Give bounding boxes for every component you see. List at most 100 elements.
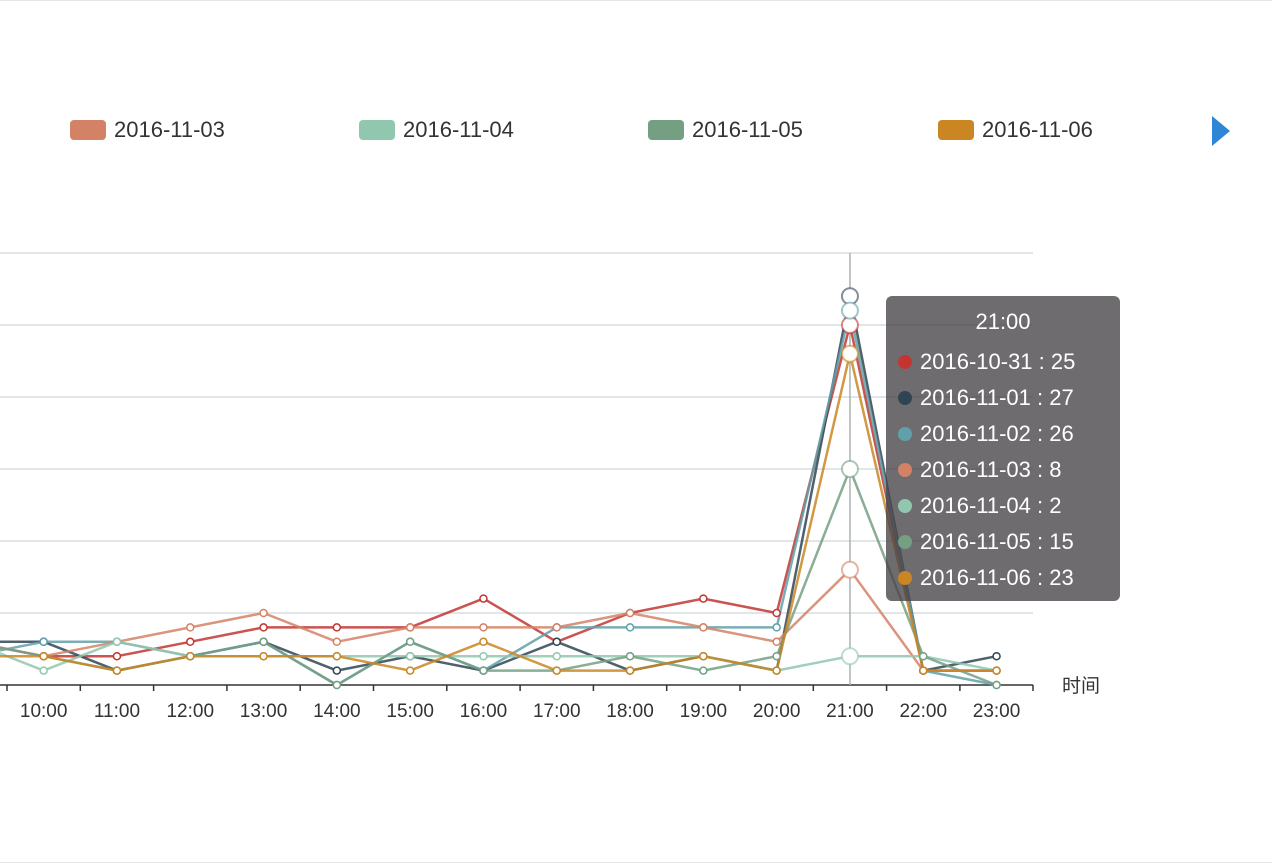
- data-point: [405, 623, 415, 632]
- x-tick-label: 17:00: [533, 701, 581, 722]
- x-tick-label: 22:00: [899, 701, 947, 722]
- series-line-2016-11-06: [0, 352, 997, 672]
- data-point: [840, 301, 859, 320]
- legend-next-page-icon[interactable]: [1212, 116, 1230, 146]
- tooltip-row: 2016-11-06 : 23: [886, 560, 1120, 596]
- tooltip-row-label: 2016-11-03 : 8: [920, 457, 1062, 482]
- x-tick-label: 16:00: [460, 701, 508, 722]
- frame-top-border: [0, 0, 1272, 1]
- data-point: [625, 608, 635, 618]
- series-dot-icon: [898, 355, 912, 369]
- series-dot-icon: [898, 571, 912, 585]
- data-point: [625, 623, 635, 632]
- data-point: [112, 666, 122, 675]
- legend-label: 2016-11-04: [403, 117, 514, 142]
- tooltip-row-label: 2016-11-05 : 15: [920, 529, 1074, 554]
- x-tick-label: 15:00: [386, 701, 434, 722]
- x-tick-label: 20:00: [753, 701, 801, 722]
- data-point: [699, 623, 708, 632]
- x-tick-label: 12:00: [166, 701, 214, 722]
- data-point: [332, 651, 342, 661]
- chart-legend: 2016-11-03 2016-11-04 2016-11-05 2016-11…: [0, 116, 1272, 144]
- data-point: [772, 651, 781, 661]
- tooltip-row: 2016-11-05 : 15: [886, 524, 1120, 560]
- tooltip-row: 2016-11-03 : 8: [886, 452, 1120, 488]
- data-point: [405, 666, 415, 675]
- x-tick-label: 19:00: [680, 701, 728, 722]
- data-point: [992, 666, 1001, 675]
- legend-label: 2016-11-03: [114, 117, 225, 142]
- legend-item-2016-11-03[interactable]: 2016-11-03: [70, 116, 225, 144]
- legend-swatch: [359, 120, 395, 140]
- series-dot-icon: [898, 499, 912, 513]
- legend-item-2016-11-04[interactable]: 2016-11-04: [359, 116, 514, 144]
- x-tick-label: 14:00: [313, 701, 361, 722]
- x-tick-label: 23:00: [973, 701, 1021, 722]
- data-point: [186, 637, 195, 647]
- series-line-2016-10-31: [0, 323, 997, 672]
- data-point: [919, 666, 928, 675]
- data-point: [625, 651, 635, 661]
- data-point: [772, 637, 781, 647]
- x-tick-label: 10:00: [20, 701, 68, 722]
- tooltip-title: 21:00: [975, 309, 1031, 334]
- chart-tooltip: 21:00 2016-10-31 : 25 2016-11-01 : 27 2016…: [886, 296, 1120, 601]
- legend-item-2016-11-05[interactable]: 2016-11-05: [648, 116, 803, 144]
- data-point: [625, 666, 635, 675]
- legend-swatch: [70, 120, 106, 140]
- data-point: [332, 637, 342, 647]
- frame-bottom-border: [0, 862, 1272, 863]
- x-axis-label: 时间: [1062, 675, 1100, 697]
- tooltip-row: 2016-10-31 : 25: [886, 344, 1120, 380]
- data-point: [112, 651, 122, 661]
- data-point: [259, 651, 268, 661]
- data-point: [772, 666, 781, 675]
- data-point: [919, 651, 928, 661]
- legend-label: 2016-11-05: [692, 117, 803, 142]
- data-point: [479, 666, 488, 675]
- tooltip-row-label: 2016-11-02 : 26: [920, 421, 1074, 446]
- tooltip-row-label: 2016-10-31 : 25: [920, 349, 1076, 374]
- tooltip-row-label: 2016-11-04 : 2: [920, 493, 1062, 518]
- data-point: [552, 651, 561, 661]
- data-point: [332, 680, 342, 690]
- data-point: [479, 623, 488, 632]
- data-point: [112, 637, 122, 647]
- data-point: [552, 637, 561, 647]
- data-point: [479, 637, 488, 647]
- series-dot-icon: [898, 427, 912, 441]
- legend-swatch: [648, 120, 684, 140]
- x-tick-label: 18:00: [606, 701, 654, 722]
- data-point: [840, 647, 859, 666]
- data-point: [699, 651, 708, 661]
- data-point: [479, 651, 488, 661]
- data-point: [405, 651, 415, 661]
- tooltip-row: 2016-11-04 : 2: [886, 488, 1120, 524]
- data-point: [552, 666, 561, 675]
- x-tick-label: 11:00: [94, 701, 140, 722]
- tooltip-row-label: 2016-11-06 : 23: [920, 565, 1074, 590]
- tooltip-row: 2016-11-02 : 26: [886, 416, 1120, 452]
- data-point: [332, 666, 342, 675]
- data-point: [186, 623, 195, 632]
- data-point: [259, 608, 268, 618]
- series-dot-icon: [898, 535, 912, 549]
- tooltip-row: 2016-11-01 : 27: [886, 380, 1120, 416]
- data-point: [840, 344, 859, 363]
- data-point: [699, 594, 708, 603]
- tooltip-row-label: 2016-11-01 : 27: [920, 385, 1074, 410]
- data-point: [479, 594, 488, 603]
- data-point: [840, 460, 859, 478]
- legend-swatch: [938, 120, 974, 140]
- data-point: [772, 608, 781, 618]
- data-point: [39, 651, 48, 661]
- data-point: [772, 623, 781, 632]
- data-point: [259, 623, 268, 632]
- legend-item-2016-11-06[interactable]: 2016-11-06: [938, 116, 1093, 144]
- x-tick-label: 21:00: [826, 701, 874, 722]
- data-point: [332, 623, 342, 632]
- data-point: [186, 651, 195, 661]
- data-point: [552, 623, 561, 632]
- x-tick-label: 13:00: [240, 701, 288, 722]
